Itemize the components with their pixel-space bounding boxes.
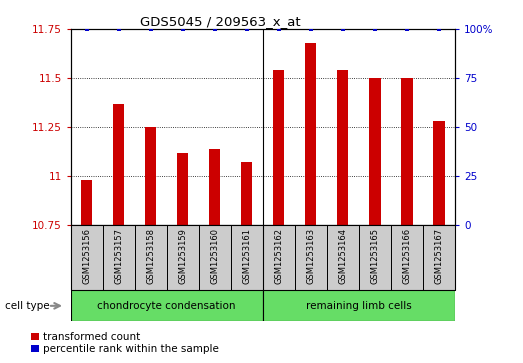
Bar: [391, 225, 423, 290]
Bar: [423, 225, 455, 290]
Point: [306, 26, 315, 32]
Point: [178, 26, 187, 32]
Bar: [231, 225, 263, 290]
Point: [243, 26, 251, 32]
Point: [146, 26, 155, 32]
Text: GSM1253159: GSM1253159: [178, 228, 187, 284]
Bar: [103, 225, 135, 290]
Bar: [359, 225, 391, 290]
Point: [115, 26, 123, 32]
Text: GSM1253156: GSM1253156: [82, 228, 91, 285]
Bar: [263, 290, 455, 321]
Bar: [337, 70, 348, 225]
Bar: [273, 70, 285, 225]
Bar: [241, 162, 253, 225]
Text: remaining limb cells: remaining limb cells: [306, 301, 412, 311]
Text: GSM1253164: GSM1253164: [338, 228, 347, 285]
Bar: [145, 127, 156, 225]
Bar: [369, 78, 381, 225]
Bar: [327, 225, 359, 290]
Bar: [113, 103, 124, 225]
Text: GSM1253157: GSM1253157: [114, 228, 123, 285]
Bar: [199, 225, 231, 290]
Text: GSM1253162: GSM1253162: [275, 228, 283, 285]
Bar: [263, 225, 295, 290]
Text: GSM1253163: GSM1253163: [306, 228, 315, 285]
Text: GSM1253161: GSM1253161: [242, 228, 251, 285]
Point: [403, 26, 411, 32]
Text: GSM1253166: GSM1253166: [403, 228, 412, 285]
Bar: [71, 290, 263, 321]
Text: GSM1253160: GSM1253160: [210, 228, 219, 285]
Point: [83, 26, 91, 32]
Legend: transformed count, percentile rank within the sample: transformed count, percentile rank withi…: [31, 332, 219, 354]
Bar: [167, 225, 199, 290]
Text: GDS5045 / 209563_x_at: GDS5045 / 209563_x_at: [140, 15, 300, 28]
Bar: [305, 43, 316, 225]
Bar: [177, 152, 188, 225]
Bar: [71, 225, 103, 290]
Text: GSM1253165: GSM1253165: [370, 228, 379, 285]
Text: GSM1253167: GSM1253167: [435, 228, 444, 285]
Point: [339, 26, 347, 32]
Bar: [81, 180, 92, 225]
Text: cell type: cell type: [5, 301, 50, 311]
Point: [275, 26, 283, 32]
Bar: [209, 148, 220, 225]
Text: GSM1253158: GSM1253158: [146, 228, 155, 285]
Point: [435, 26, 443, 32]
Bar: [135, 225, 167, 290]
Point: [211, 26, 219, 32]
Text: chondrocyte condensation: chondrocyte condensation: [97, 301, 236, 311]
Bar: [401, 78, 413, 225]
Bar: [434, 121, 445, 225]
Point: [371, 26, 379, 32]
Bar: [295, 225, 327, 290]
